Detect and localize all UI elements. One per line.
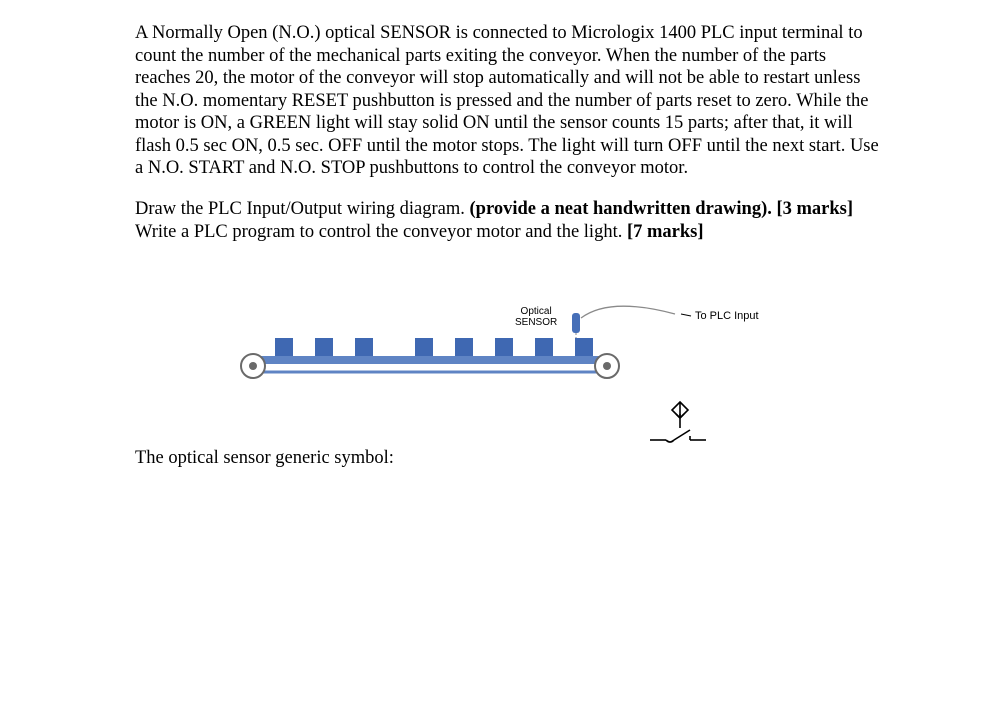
conveyor-diagram — [135, 308, 895, 508]
conveyor-boxes — [275, 338, 593, 356]
conveyor-belt — [256, 356, 604, 364]
problem-paragraph-2: Draw the PLC Input/Output wiring diagram… — [135, 198, 880, 243]
q1-text: Draw the PLC Input/Output wiring diagram… — [135, 199, 470, 219]
q1-bold: (provide a neat handwritten drawing). [3… — [470, 199, 854, 219]
sensor-symbol-icon — [650, 402, 706, 442]
optical-sensor-icon — [572, 313, 580, 333]
symbol-caption: The optical sensor generic symbol: — [135, 448, 394, 469]
conveyor-roller-right — [595, 354, 619, 378]
problem-paragraph-1: A Normally Open (N.O.) optical SENSOR is… — [135, 22, 880, 180]
diagram-area: Optical SENSOR To PLC Input — [135, 308, 880, 548]
q2-text: Write a PLC program to control the conve… — [135, 222, 627, 242]
conveyor-roller-left — [241, 354, 265, 378]
q2-bold: [7 marks] — [627, 222, 704, 242]
sensor-wire — [581, 306, 675, 318]
